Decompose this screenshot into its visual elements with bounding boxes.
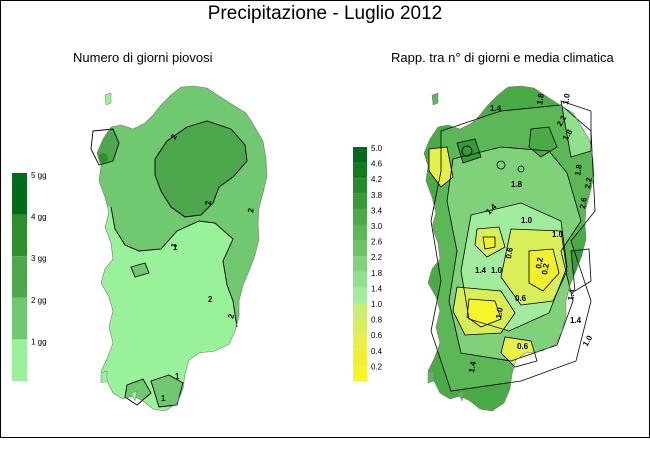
legend-label: 3 gg <box>31 254 47 263</box>
contour-label: 0.2 <box>534 256 545 269</box>
page-title: Precipitazione - Luglio 2012 <box>207 3 443 24</box>
contour-label: 1.0 <box>521 216 533 225</box>
contour-label: 2 <box>208 295 213 304</box>
contour-label: 0.6 <box>517 342 529 351</box>
contour-label: 2.2 <box>583 176 594 189</box>
legend-label: 3.4 <box>371 206 383 215</box>
legend-label: 1.8 <box>371 269 383 278</box>
contour-label: 1 <box>161 394 166 403</box>
legend-swatch <box>353 178 367 194</box>
contour-label: 1 <box>173 243 178 252</box>
right-map-subtitle: Rapp. tra n° di giorni e media climatica <box>391 50 614 65</box>
legend-swatch <box>353 240 367 257</box>
legend-label: 2.2 <box>371 253 383 262</box>
legend-swatch <box>353 162 367 179</box>
legend-swatch <box>12 173 27 215</box>
legend-swatch <box>12 214 27 257</box>
legend-label: 5 gg <box>31 171 47 180</box>
legend-swatch <box>353 365 367 381</box>
legend-label: 0.2 <box>371 362 383 371</box>
legend-swatch <box>353 209 367 225</box>
contour-label: 2 <box>169 132 179 141</box>
right-legend: 5.0 4.6 4.2 3.8 3.4 3.0 2.6 2.2 1.8 1.4 1.0 0.8 0.6 0… <box>353 144 383 381</box>
legend-swatch <box>12 297 27 340</box>
legend-label: 1.4 <box>371 284 383 293</box>
legend-label: 0.6 <box>371 331 383 340</box>
legend-swatch <box>353 271 367 288</box>
legend-swatch <box>353 349 367 366</box>
legend-swatch <box>353 193 367 210</box>
contour-label: 1.4 <box>467 360 478 373</box>
contour-label: 1.4 <box>570 316 582 325</box>
legend-label: 2 gg <box>31 296 47 305</box>
legend-label: 1 gg <box>31 337 47 346</box>
legend-label: 2.6 <box>371 238 383 247</box>
contour-label: 0.2 <box>540 262 551 275</box>
contour-label: 1.8 <box>573 163 584 176</box>
legend-label: 0.4 <box>371 347 383 356</box>
contour-label: 1.4 <box>475 266 487 275</box>
legend-swatch <box>353 318 367 335</box>
legend-swatch <box>12 256 27 298</box>
contour-label: 2 <box>226 312 236 319</box>
legend-swatch <box>353 225 367 241</box>
legend-label: 3.0 <box>371 222 383 231</box>
legend-label: 5.0 <box>371 144 383 153</box>
legend-swatch <box>353 147 367 163</box>
legend-label: 4 gg <box>31 213 47 222</box>
legend-swatch <box>353 303 367 319</box>
contour-label: 2 <box>204 200 213 205</box>
contour-label: 1.0 <box>491 266 503 275</box>
legend-label: 0.8 <box>371 316 383 325</box>
legend-label: 4.2 <box>371 175 383 184</box>
contour-label: 1.0 <box>561 92 572 105</box>
legend-swatch <box>353 256 367 272</box>
legend-swatch <box>353 287 367 303</box>
contour-label: 1.0 <box>581 333 595 348</box>
contour-label: 0.6 <box>504 246 515 259</box>
legend-swatch <box>353 334 367 350</box>
legend-label: 1.0 <box>371 300 383 309</box>
legend-label: 4.6 <box>371 160 383 169</box>
left-legend: 5 gg 4 gg 3 gg 2 gg 1 gg <box>12 171 47 381</box>
contour-label: 1.4 <box>490 104 502 113</box>
legend-label: 3.8 <box>371 191 383 200</box>
legend-swatch <box>12 339 27 381</box>
contour-label: 1.8 <box>511 180 523 189</box>
left-map-subtitle: Numero di giorni piovosi <box>73 50 213 65</box>
contour-label: 1 <box>175 372 180 381</box>
contour-label: 0.6 <box>515 294 527 303</box>
contour-label: 1.0 <box>552 230 564 239</box>
right-map: 1.8 1.01.41.82.21.81.4 2.61.01.40.61.00.60… <box>423 85 596 412</box>
contour-label: 1.0 <box>494 306 505 319</box>
contour-label: 2 <box>246 207 256 213</box>
contour-label: 1 <box>169 241 179 250</box>
contour-label: 1.4 <box>566 288 577 301</box>
figure-frame: Precipitazione - Luglio 2012 Numero di g… <box>0 0 650 438</box>
contour-label: 1.8 <box>535 92 546 105</box>
contour-label: 2.6 <box>578 196 589 209</box>
